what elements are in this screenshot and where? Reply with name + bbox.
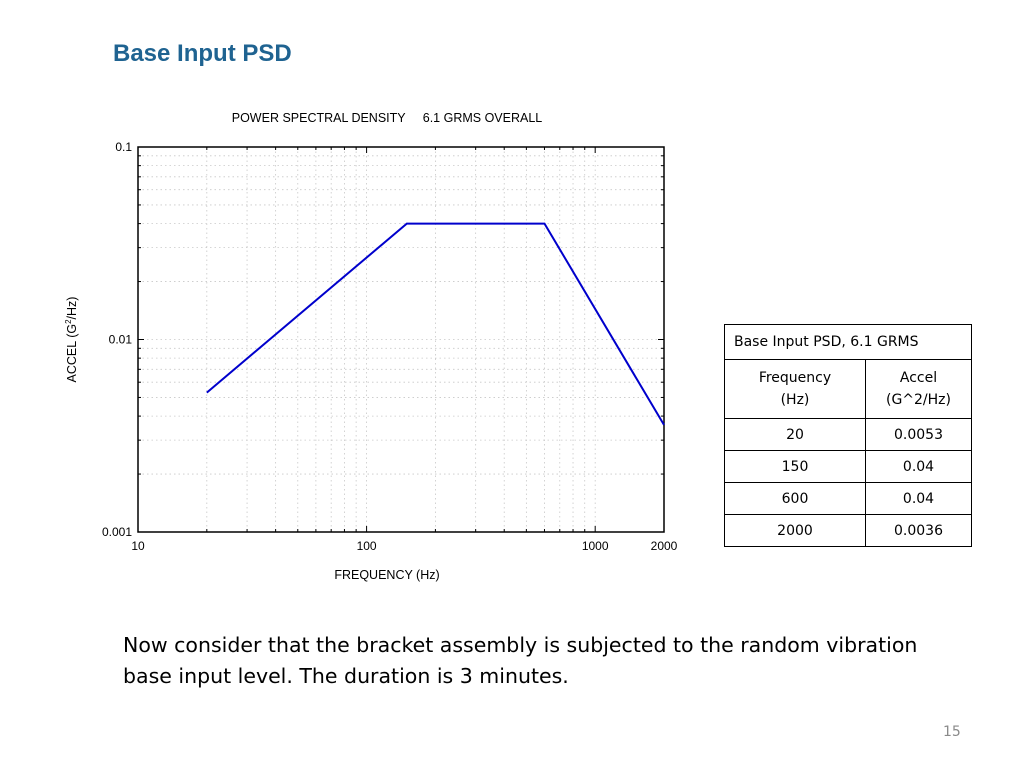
slide-title: Base Input PSD (113, 40, 292, 67)
y-tick-label: 0.001 (102, 525, 132, 539)
psd-chart-svg: 10 100 1000 2000 0.001 0.01 0.1 POWER SPECTRAL … (64, 111, 678, 582)
table-cell-frequency: 600 (724, 482, 866, 515)
table-row: 150 0.04 (724, 450, 972, 483)
body-paragraph: Now consider that the bracket assembly i… (123, 630, 963, 692)
x-tick-label: 100 (357, 539, 377, 553)
table-cell-frequency: 20 (724, 418, 866, 451)
header-accel-label: Accel (899, 370, 938, 386)
table-caption: Base Input PSD, 6.1 GRMS (724, 324, 972, 360)
header-accel-unit: (G^2/Hz) (885, 392, 951, 408)
table-cell-frequency: 150 (724, 450, 866, 483)
y-axis-label-prefix: ACCEL (G (65, 324, 79, 383)
y-tick-label: 0.01 (109, 333, 133, 347)
y-axis-label-suffix: /Hz) (65, 297, 79, 320)
table-cell-accel: 0.04 (865, 482, 972, 515)
psd-series-line (206, 222, 665, 426)
page-number: 15 (943, 724, 961, 740)
chart-title: POWER SPECTRAL DENSITY 6.1 GRMS OVERALL (232, 111, 543, 125)
x-tick-label: 2000 (651, 539, 678, 553)
y-tick-label: 0.1 (115, 140, 132, 154)
table-row: 2000 0.0036 (724, 514, 972, 547)
header-frequency-label: Frequency (758, 370, 832, 386)
body-line-1: Now consider that the bracket assembly i… (123, 633, 918, 657)
x-axis-label: FREQUENCY (Hz) (334, 568, 439, 582)
table-cell-accel: 0.04 (865, 450, 972, 483)
y-axis-label-superscript: 2 (64, 319, 73, 324)
x-tick-label: 10 (131, 539, 145, 553)
table-row: 20 0.0053 (724, 418, 972, 451)
psd-table: Base Input PSD, 6.1 GRMS Frequency (Hz) … (724, 324, 972, 547)
x-tick-label: 1000 (582, 539, 609, 553)
table-cell-frequency: 2000 (724, 514, 866, 547)
body-line-2: base input level. The duration is 3 minu… (123, 664, 569, 688)
header-frequency-unit: (Hz) (780, 392, 810, 408)
psd-chart: 10 100 1000 2000 0.001 0.01 0.1 POWER SPECTRAL … (50, 100, 700, 600)
plot-frame (137, 146, 665, 533)
table-caption-row: Base Input PSD, 6.1 GRMS (724, 324, 972, 360)
table-cell-accel: 0.0053 (865, 418, 972, 451)
table-row: 600 0.04 (724, 482, 972, 515)
table-header-accel: Accel (G^2/Hz) (865, 359, 972, 419)
y-axis-label: ACCEL (G2/Hz) (64, 297, 79, 383)
table-header-row: Frequency (Hz) Accel (G^2/Hz) (724, 359, 972, 419)
table-cell-accel: 0.0036 (865, 514, 972, 547)
table-header-frequency: Frequency (Hz) (724, 359, 866, 419)
